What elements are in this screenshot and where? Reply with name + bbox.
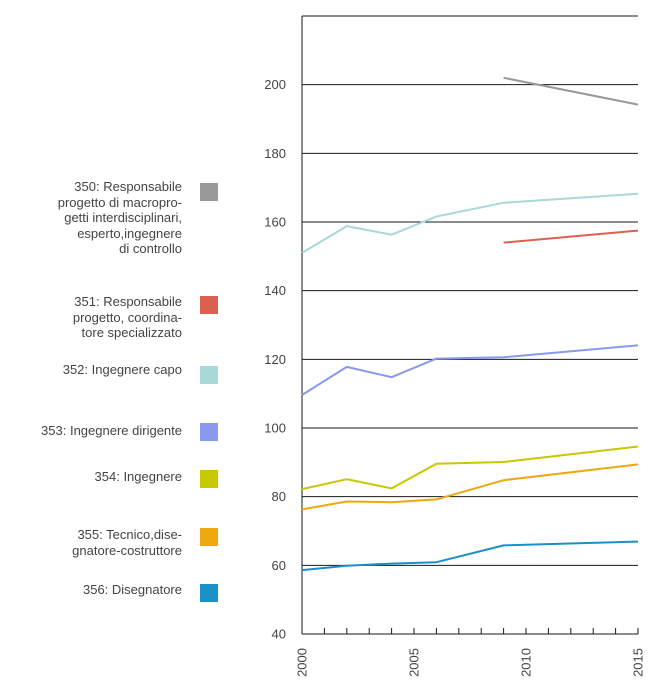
y-tick-label-180: 180	[264, 146, 286, 161]
y-tick-label-160: 160	[264, 215, 286, 230]
series-line-6	[301, 540, 639, 572]
y-tick-label-140: 140	[264, 283, 286, 298]
axes	[301, 16, 639, 635]
legend-label-353: 353: Ingegnere dirigente	[41, 423, 182, 438]
series-lines	[301, 76, 639, 572]
y-tick-label-200: 200	[264, 77, 286, 92]
x-tick-labels: 2000 2005 2010 2015	[295, 648, 646, 677]
legend-label-351: 351: Responsabile progetto, coordina- to…	[72, 294, 182, 340]
y-tick-label-100: 100	[264, 421, 286, 436]
y-tick-labels: 40 60 80 100 120 140 160 180 200	[264, 77, 286, 641]
legend-swatch-350	[200, 183, 218, 201]
x-tick-label-2010: 2010	[519, 648, 534, 677]
y-tick-label-120: 120	[264, 352, 286, 367]
legend-label-354: 354: Ingegnere	[94, 469, 182, 484]
x-tick-label-2000: 2000	[295, 648, 310, 677]
series-line-5	[301, 463, 639, 511]
legend-label-350: 350: Responsabile progetto di macropro- …	[57, 179, 182, 256]
series-line-3	[301, 344, 639, 396]
legend-swatch-355	[200, 528, 218, 546]
series-line-0	[503, 76, 639, 106]
series-line-2	[301, 192, 639, 254]
gridlines	[302, 15, 638, 566]
x-tick-label-2015: 2015	[631, 648, 646, 677]
x-tick-label-2005: 2005	[407, 648, 422, 677]
legend-swatch-352	[200, 366, 218, 384]
series-line-1	[503, 229, 639, 244]
legend-swatch-353	[200, 423, 218, 441]
y-tick-label-60: 60	[272, 558, 286, 573]
legend-label-356: 356: Disegnatore	[82, 582, 182, 597]
series-line-4	[301, 445, 639, 491]
legend-label-355: 355: Tecnico,dise- gnatore-costruttore	[72, 527, 182, 558]
legend-swatch-356	[200, 584, 218, 602]
legend-swatch-354	[200, 470, 218, 488]
y-tick-label-80: 80	[272, 489, 286, 504]
legend-label-352: 352: Ingegnere capo	[62, 362, 182, 377]
y-tick-label-40: 40	[272, 627, 286, 642]
legend-swatch-351	[200, 296, 218, 314]
